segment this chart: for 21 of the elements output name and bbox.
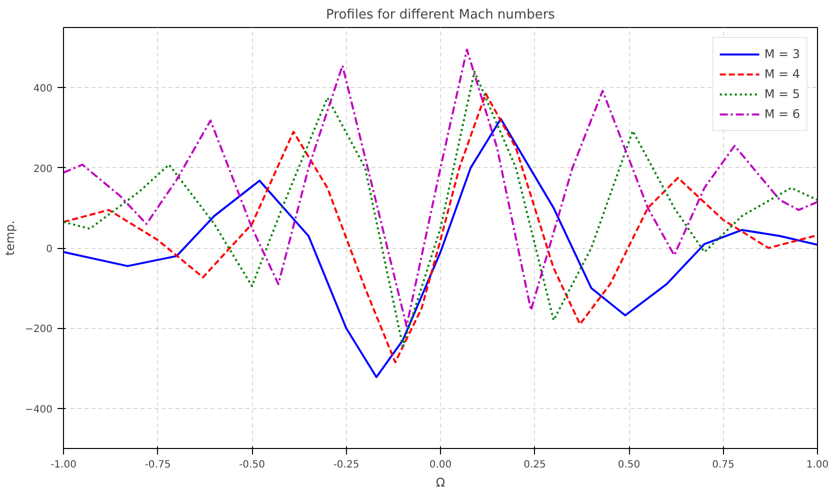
- x-tick-label: 1.00: [806, 460, 829, 470]
- x-tick-label: -0.50: [239, 460, 265, 470]
- legend-label: M = 4: [764, 67, 800, 81]
- x-tick-label: -1.00: [50, 460, 76, 470]
- x-tick-label: 0.00: [429, 460, 452, 470]
- x-tick-label: 0.25: [524, 460, 546, 470]
- x-tick-label: -0.75: [144, 460, 171, 470]
- legend-label: M = 6: [764, 107, 800, 121]
- y-tick-label: −400: [25, 404, 53, 416]
- x-tick-label: -0.25: [333, 460, 360, 470]
- y-tick-label: 400: [33, 84, 53, 95]
- x-tick-label: 0.75: [712, 460, 734, 470]
- y-axis-title: temp.: [3, 220, 18, 256]
- x-axis-title: Ω: [436, 476, 446, 490]
- x-tick-label: 0.50: [618, 460, 640, 470]
- y-tick-label: 0: [46, 244, 53, 256]
- legend-label: M = 3: [764, 47, 800, 61]
- chart-title: Profiles for different Mach numbers: [326, 8, 556, 22]
- y-tick-label: 200: [33, 164, 53, 175]
- y-tick-label: −200: [25, 324, 53, 336]
- legend-label: M = 5: [764, 87, 800, 101]
